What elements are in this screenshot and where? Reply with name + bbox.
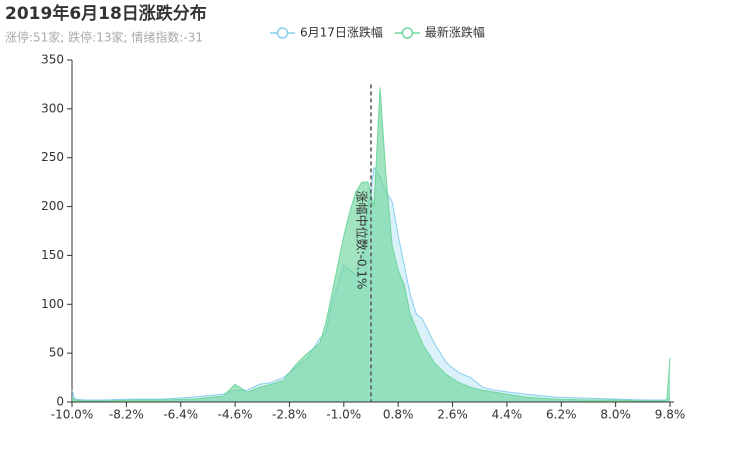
legend-icon (401, 27, 414, 39)
x-tick-label: -2.8% (272, 408, 307, 422)
y-tick-label: 100 (41, 297, 64, 311)
x-tick-label: 2.6% (437, 408, 468, 422)
x-tick-label: -4.6% (218, 408, 253, 422)
x-tick-label: -1.0% (326, 408, 361, 422)
y-tick-label: 300 (41, 101, 64, 115)
chart-subtitle: 涨停:51家; 跌停:13家; 情绪指数:-31 (5, 30, 203, 45)
chart-title: 2019年6月18日涨跌分布 (5, 3, 207, 24)
legend-label[interactable]: 最新涨跌幅 (425, 25, 485, 40)
x-tick-label: 9.8% (655, 408, 686, 422)
x-tick-label: 4.4% (492, 408, 523, 422)
y-tick-label: 150 (41, 248, 64, 262)
y-tick-label: 200 (41, 199, 64, 213)
y-tick-label: 0 (56, 395, 64, 409)
area (72, 87, 670, 403)
x-tick-label: -8.2% (109, 408, 144, 422)
legend-icon (276, 27, 289, 39)
x-tick-label: 0.8% (383, 408, 414, 422)
line (71, 87, 671, 402)
y-tick-label: 50 (49, 346, 64, 360)
x-tick-label: 8.0% (600, 408, 631, 422)
median-label: 涨幅中位数:-0.1% (355, 191, 370, 290)
legend-label[interactable]: 6月17日涨跌幅 (300, 25, 383, 40)
x-tick-label: -6.4% (163, 408, 198, 422)
y-tick-label: 350 (41, 53, 64, 67)
x-tick-label: 6.2% (546, 408, 577, 422)
y-tick-label: 250 (41, 150, 64, 164)
x-tick-label: -10.0% (51, 408, 93, 422)
